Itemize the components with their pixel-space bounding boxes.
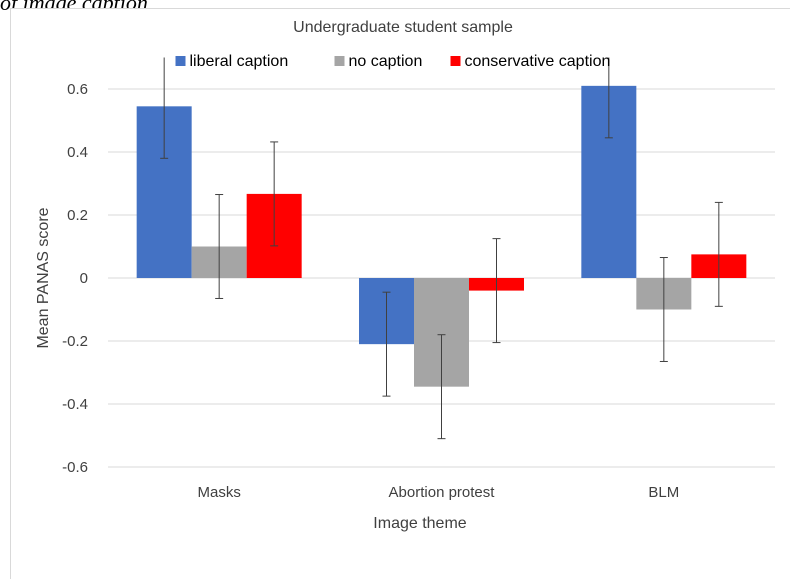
y-tick-label: -0.2	[62, 333, 88, 350]
x-tick-label: Masks	[197, 484, 240, 501]
legend-label: no caption	[349, 53, 423, 70]
y-tick-label: 0	[80, 270, 88, 287]
x-axis-title: Image theme	[373, 515, 466, 532]
legend-swatch	[450, 56, 461, 66]
y-tick-labels: 0.6 0.4 0.2 0 -0.2 -0.4 -0.6	[62, 81, 88, 476]
bar-chart: 0.6 0.4 0.2 0 -0.2 -0.4 -0.6 Masks Abortion pro…	[35, 19, 775, 532]
y-axis-title: Mean PANAS score	[35, 207, 52, 348]
error-bars	[160, 57, 723, 440]
y-tick-label: 0.4	[67, 144, 88, 161]
x-tick-label: Abortion protest	[389, 484, 496, 501]
x-tick-label: BLM	[648, 484, 679, 501]
legend-swatch	[175, 56, 186, 66]
y-tick-label: -0.6	[62, 459, 88, 476]
legend-label: conservative caption	[465, 53, 611, 70]
legend: liberal caption no caption conservative ca…	[175, 53, 611, 70]
y-tick-label: 0.2	[67, 207, 88, 224]
legend-label: liberal caption	[190, 53, 289, 70]
legend-swatch	[334, 56, 345, 66]
chart-title: Undergraduate student sample	[293, 19, 513, 36]
y-tick-label: 0.6	[67, 81, 88, 98]
y-tick-label: -0.4	[62, 396, 88, 413]
x-tick-labels: Masks Abortion protest BLM	[197, 484, 679, 501]
